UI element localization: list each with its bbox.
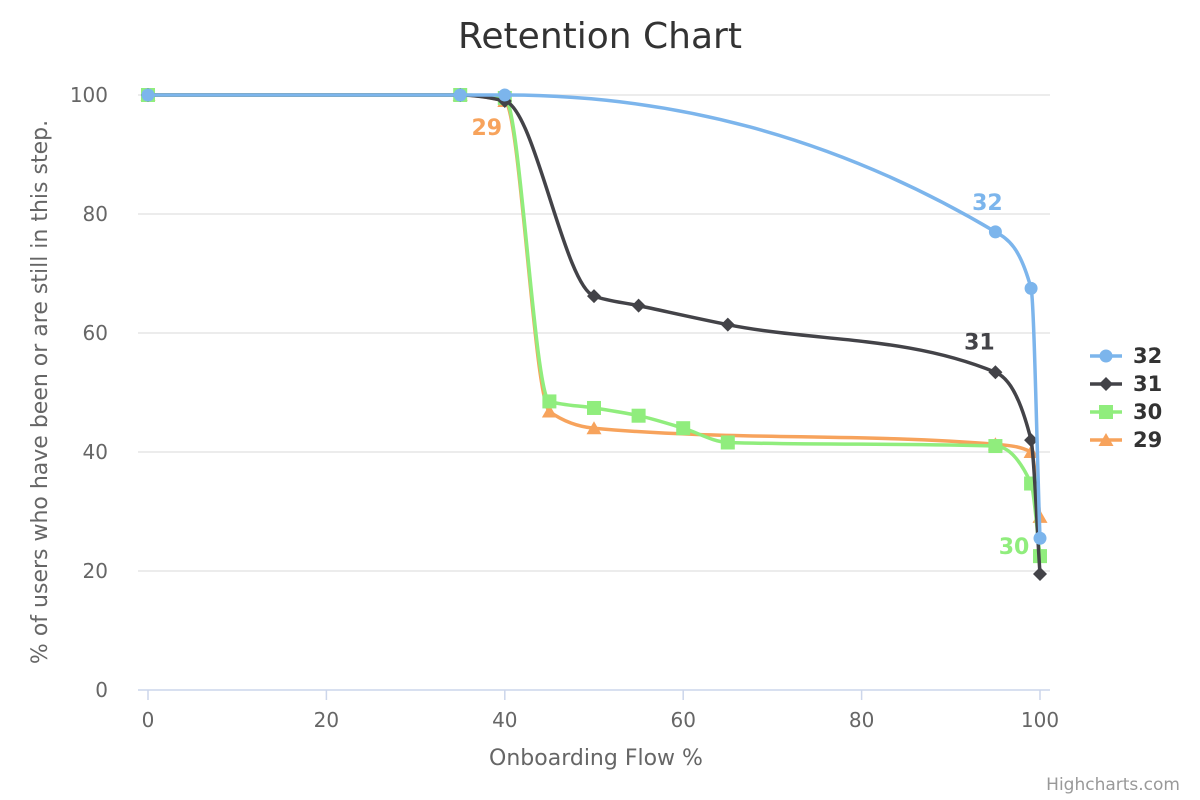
y-axis-title: % of users who have been or are still in…: [28, 120, 53, 664]
data-point-32[interactable]: [453, 88, 467, 102]
data-label-32: 32: [972, 191, 1003, 216]
data-point-32[interactable]: [1033, 531, 1047, 545]
x-tick-label: 20: [314, 708, 339, 732]
legend-marker-30: [1099, 405, 1113, 419]
x-tick-label: 60: [670, 708, 695, 732]
data-label-30: 30: [999, 535, 1030, 560]
legend-item-30[interactable]: 30: [1090, 400, 1162, 424]
legend-item-31[interactable]: 31: [1090, 372, 1162, 396]
x-axis-ticks: 0 20 40 60 80 100: [138, 689, 1059, 732]
data-point-32[interactable]: [1024, 281, 1038, 295]
series-line-29[interactable]: [146, 93, 1042, 519]
x-tick-label: 100: [1021, 708, 1059, 732]
data-point-31[interactable]: [1033, 566, 1047, 581]
x-tick-label: 40: [492, 708, 517, 732]
data-point-30[interactable]: [587, 400, 601, 415]
y-tick-label: 40: [83, 440, 108, 464]
data-point-30[interactable]: [676, 421, 691, 436]
data-point-32[interactable]: [988, 225, 1002, 239]
legend-label-32: 32: [1133, 344, 1162, 368]
data-point-29[interactable]: [541, 404, 557, 418]
data-point-31[interactable]: [1024, 433, 1039, 448]
credits-link[interactable]: Highcharts.com: [1046, 775, 1180, 795]
data-point-32[interactable]: [498, 88, 512, 102]
data-point-31[interactable]: [587, 289, 601, 304]
x-tick-label: 80: [849, 708, 874, 732]
data-label-29: 29: [471, 116, 502, 141]
data-point-32[interactable]: [141, 88, 155, 102]
series-layer: [140, 88, 1048, 581]
data-point-30[interactable]: [542, 394, 557, 409]
series-30[interactable]: [141, 88, 1047, 564]
data-label-31: 31: [964, 331, 995, 356]
data-point-31[interactable]: [720, 317, 735, 332]
legend-item-29[interactable]: 29: [1090, 428, 1162, 452]
legend-marker-29: [1098, 433, 1114, 446]
legend-marker-32: [1099, 349, 1113, 363]
data-point-31[interactable]: [631, 298, 646, 313]
series-31[interactable]: [141, 88, 1047, 581]
y-axis-ticks: 0 20 40 60 80 100: [70, 83, 108, 702]
y-tick-label: 60: [83, 321, 108, 345]
legend-marker-31: [1099, 377, 1113, 391]
legend-label-31: 31: [1133, 372, 1162, 396]
data-labels: 32 31 30 29: [471, 116, 1029, 560]
series-32[interactable]: [141, 88, 1047, 545]
legend[interactable]: 32 31 30 29: [1090, 344, 1162, 452]
chart-title: Retention Chart: [458, 16, 742, 57]
y-tick-label: 100: [70, 83, 108, 107]
y-gridlines: [138, 94, 1050, 572]
series-line-30[interactable]: [146, 93, 1042, 558]
legend-item-32[interactable]: 32: [1090, 344, 1162, 368]
data-point-31[interactable]: [988, 365, 1003, 380]
legend-label-30: 30: [1133, 400, 1162, 424]
y-tick-label: 20: [83, 559, 108, 583]
data-point-30[interactable]: [720, 435, 735, 450]
y-tick-label: 80: [83, 202, 108, 226]
series-line-31[interactable]: [146, 93, 1042, 576]
data-point-30[interactable]: [988, 439, 1003, 454]
x-tick-label: 0: [142, 708, 155, 732]
data-point-29[interactable]: [586, 421, 602, 435]
series-line-32[interactable]: [146, 93, 1042, 541]
series-29[interactable]: [140, 88, 1048, 523]
data-point-30[interactable]: [631, 408, 646, 423]
legend-label-29: 29: [1133, 428, 1162, 452]
x-axis-title: Onboarding Flow %: [489, 746, 703, 771]
y-tick-label: 0: [95, 678, 108, 702]
